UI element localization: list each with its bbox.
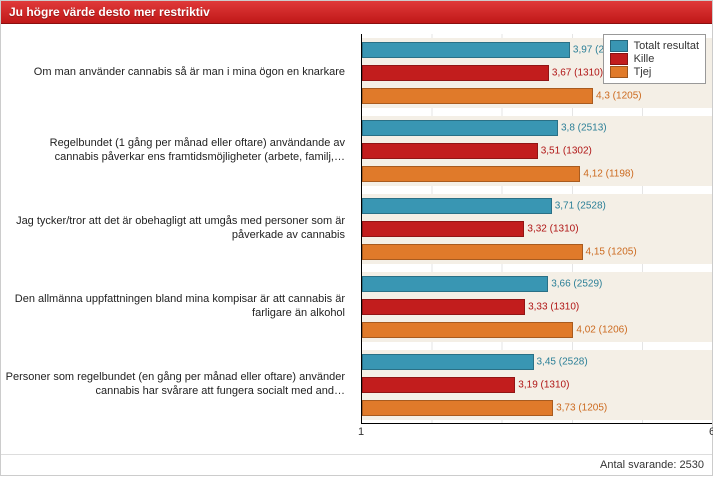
bar-value-label: 3,32 (1310)	[523, 224, 578, 235]
respondent-count: Antal svarande: 2530	[600, 459, 704, 471]
legend-swatch	[610, 53, 628, 65]
bar-wrap: 4,02 (1206)	[362, 322, 712, 338]
bar-group: 3,71 (2528) 3,32 (1310) 4,15 (1205)	[362, 190, 712, 268]
legend-label: Totalt resultat	[634, 40, 699, 52]
bar-value-label: 4,15 (1205)	[582, 247, 637, 258]
bar-total: 3,71 (2528)	[362, 198, 552, 214]
group-label: Regelbundet (1 gång per månad eller ofta…	[5, 112, 353, 190]
bar-value-label: 3,73 (1205)	[552, 403, 607, 414]
legend-item: Tjej	[610, 66, 699, 78]
bar-wrap: 4,15 (1205)	[362, 244, 712, 260]
bar-wrap: 3,66 (2529)	[362, 276, 712, 292]
bar-wrap: 3,71 (2528)	[362, 198, 712, 214]
bar-wrap: 3,33 (1310)	[362, 299, 712, 315]
bar-wrap: 3,51 (1302)	[362, 143, 712, 159]
bar-kille: 3,51 (1302)	[362, 143, 538, 159]
legend-label: Kille	[634, 53, 655, 65]
panel-title: Ju högre värde desto mer restriktiv	[9, 5, 210, 19]
panel-header: Ju högre värde desto mer restriktiv	[1, 1, 712, 24]
legend-swatch	[610, 40, 628, 52]
bar-total: 3,97 (2528)	[362, 42, 570, 58]
bar-tjej: 4,12 (1198)	[362, 166, 580, 182]
bar-value-label: 3,8 (2513)	[557, 123, 607, 134]
group-labels-column: Om man använder cannabis så är man i min…	[1, 24, 361, 454]
bar-group: 3,45 (2528) 3,19 (1310) 3,73 (1205)	[362, 346, 712, 424]
bar-value-label: 4,3 (1205)	[592, 91, 642, 102]
legend-swatch	[610, 66, 628, 78]
bar-kille: 3,32 (1310)	[362, 221, 524, 237]
plot-column: Totalt resultatKilleTjej 3,97 (2528) 3,67…	[361, 24, 712, 454]
bar-value-label: 3,51 (1302)	[537, 146, 592, 157]
bar-total: 3,45 (2528)	[362, 354, 534, 370]
bar-total: 3,8 (2513)	[362, 120, 558, 136]
bar-wrap: 3,45 (2528)	[362, 354, 712, 370]
bar-value-label: 3,67 (1310)	[548, 68, 603, 79]
bar-kille: 3,33 (1310)	[362, 299, 525, 315]
bar-wrap: 4,12 (1198)	[362, 166, 712, 182]
legend: Totalt resultatKilleTjej	[603, 34, 706, 84]
bars: 3,71 (2528) 3,32 (1310) 4,15 (1205)	[362, 190, 712, 268]
bar-wrap: 4,3 (1205)	[362, 88, 712, 104]
group-label: Om man använder cannabis så är man i min…	[5, 34, 353, 112]
bar-value-label: 4,02 (1206)	[572, 325, 627, 336]
x-axis: 1 6	[361, 426, 712, 444]
bar-value-label: 3,71 (2528)	[551, 201, 606, 212]
bars: 3,8 (2513) 3,51 (1302) 4,12 (1198)	[362, 112, 712, 190]
bar-value-label: 3,45 (2528)	[533, 357, 588, 368]
bar-value-label: 3,66 (2529)	[547, 279, 602, 290]
bar-tjej: 3,73 (1205)	[362, 400, 553, 416]
bar-kille: 3,19 (1310)	[362, 377, 515, 393]
bar-wrap: 3,32 (1310)	[362, 221, 712, 237]
bar-group: 3,66 (2529) 3,33 (1310) 4,02 (1206)	[362, 268, 712, 346]
plot: 3,97 (2528) 3,67 (1310) 4,3 (1205) 3,8 (251…	[361, 34, 712, 424]
legend-label: Tjej	[634, 66, 652, 78]
group-label: Den allmänna uppfattningen bland mina ko…	[5, 268, 353, 346]
bar-group: 3,8 (2513) 3,51 (1302) 4,12 (1198)	[362, 112, 712, 190]
legend-item: Kille	[610, 53, 699, 65]
group-label: Personer som regelbundet (en gång per må…	[5, 346, 353, 424]
legend-item: Totalt resultat	[610, 40, 699, 52]
bar-wrap: 3,73 (1205)	[362, 400, 712, 416]
bar-wrap: 3,8 (2513)	[362, 120, 712, 136]
bar-total: 3,66 (2529)	[362, 276, 548, 292]
bars: 3,45 (2528) 3,19 (1310) 3,73 (1205)	[362, 346, 712, 424]
bar-value-label: 3,33 (1310)	[524, 302, 579, 313]
x-tick-end: 6	[709, 426, 713, 438]
footer: Antal svarande: 2530	[1, 454, 712, 475]
chart-panel: Ju högre värde desto mer restriktiv Om m…	[0, 0, 713, 476]
bar-value-label: 4,12 (1198)	[579, 169, 633, 180]
bar-tjej: 4,02 (1206)	[362, 322, 573, 338]
bar-wrap: 3,19 (1310)	[362, 377, 712, 393]
group-label: Jag tycker/tror att det är obehagligt at…	[5, 190, 353, 268]
bar-tjej: 4,15 (1205)	[362, 244, 583, 260]
bar-tjej: 4,3 (1205)	[362, 88, 593, 104]
bars: 3,66 (2529) 3,33 (1310) 4,02 (1206)	[362, 268, 712, 346]
x-tick-start: 1	[358, 426, 364, 438]
bar-value-label: 3,19 (1310)	[514, 380, 569, 391]
chart-area: Om man använder cannabis så är man i min…	[1, 24, 712, 454]
bar-kille: 3,67 (1310)	[362, 65, 549, 81]
